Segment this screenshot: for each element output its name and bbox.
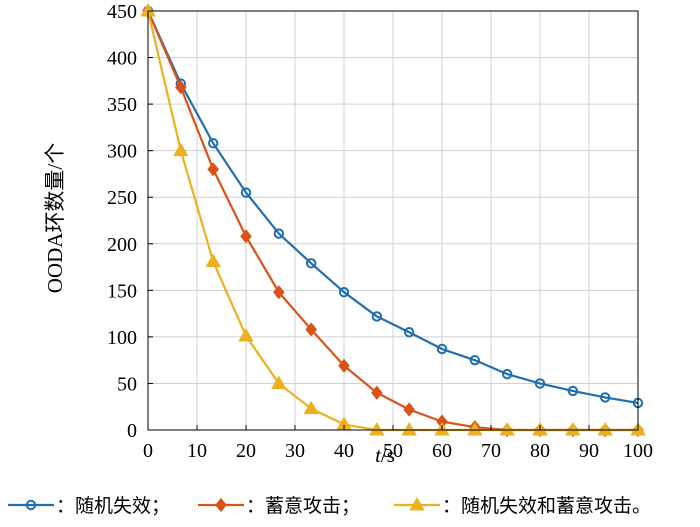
series-2-point (273, 285, 285, 300)
legend-item-1: ：随机失效； (8, 495, 170, 517)
series-3-point (401, 421, 417, 436)
x-tick-label: 30 (285, 440, 305, 462)
x-tick-label: 10 (187, 440, 207, 462)
series-2-point (207, 162, 219, 177)
series-1-line (146, 10, 639, 405)
y-tick-label: 250 (107, 187, 137, 209)
series-1-point (371, 311, 383, 322)
series-1-point (501, 368, 513, 380)
x-tick-label: 50 (383, 440, 403, 462)
x-tick-label: 20 (236, 440, 256, 462)
legend-marker-2 (215, 497, 227, 513)
series-2-point (403, 402, 415, 417)
series-2-point (240, 229, 252, 244)
series-3-point (597, 421, 613, 436)
series-2-point (338, 358, 350, 373)
series-3-point (238, 327, 254, 342)
y-tick-label: 150 (107, 280, 137, 302)
y-tick-label: 400 (107, 48, 137, 70)
legend-label-2: ：蓄意攻击； (246, 495, 360, 517)
y-tick-label: 350 (107, 94, 137, 116)
series-2-point (175, 80, 187, 95)
x-axis-label-unit: /s (381, 443, 395, 467)
x-tick-label: 40 (334, 440, 354, 462)
x-axis-label: t/s (375, 443, 395, 467)
series-1-point (599, 392, 611, 403)
x-tick-label: 60 (432, 440, 452, 462)
series-1-point (534, 378, 546, 389)
series-3-point (467, 421, 483, 436)
series-3-point (303, 400, 319, 415)
series-3-point (173, 142, 189, 157)
x-tick-label: 90 (579, 440, 599, 462)
legend-label-1: ：随机失效； (56, 495, 170, 517)
series-3-point (205, 253, 221, 267)
series-3-point (271, 375, 287, 389)
x-axis-label-var: t (375, 443, 382, 467)
y-axis-label: OODA环数量/个 (43, 143, 67, 294)
x-tick-label: 0 (143, 440, 153, 462)
series-1-point (273, 228, 285, 239)
y-tick-label: 200 (107, 234, 137, 256)
legend-marker-3 (409, 496, 425, 511)
tick-labels: 0 10 20 30 40 50 60 70 80 90 100 0 50 100 150 200 250 300… (107, 1, 653, 462)
series-1-point (403, 327, 415, 338)
x-tick-label: 100 (623, 440, 653, 462)
y-tick-label: 100 (107, 327, 137, 349)
legend-item-2: ：蓄意攻击； (198, 495, 360, 517)
series-1-point (305, 258, 317, 269)
legend: ：随机失效； ：蓄意攻击； ：随机失效和蓄意攻击。 (8, 495, 651, 517)
x-tick-label: 80 (530, 440, 550, 462)
series-1-point (207, 138, 219, 149)
series-1-point (567, 385, 579, 397)
legend-item-3: ：随机失效和蓄意攻击。 (394, 495, 651, 517)
y-tick-label: 300 (107, 141, 137, 163)
series-2-point (305, 322, 317, 337)
series-3-point (565, 421, 581, 436)
series-1-point (240, 187, 252, 198)
legend-label-3: ：随机失效和蓄意攻击。 (442, 495, 651, 517)
x-tick-label: 70 (481, 440, 501, 462)
series-1-point (338, 286, 350, 298)
series-3-point (499, 421, 515, 436)
grid-lines (147, 10, 639, 431)
series-1-point (469, 354, 481, 366)
legend-marker-1 (25, 499, 37, 511)
y-tick-label: 50 (117, 373, 137, 395)
series-2-point (371, 385, 383, 400)
series-3-point (369, 421, 385, 436)
series-1-point (436, 343, 448, 355)
y-tick-label: 0 (127, 420, 137, 442)
y-tick-label: 450 (107, 1, 137, 23)
